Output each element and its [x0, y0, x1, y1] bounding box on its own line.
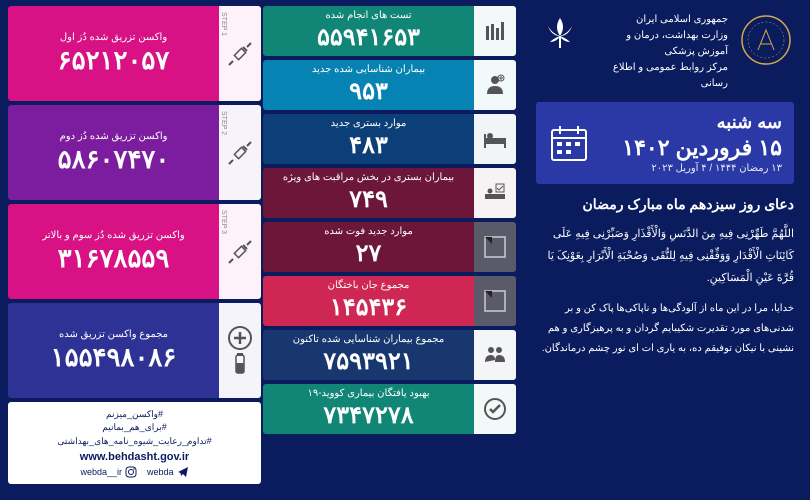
stat-box: موارد جدید فوت شده ۲۷ — [263, 222, 516, 272]
stat-value: ۵۸۶۰۷۴۷۰ — [58, 144, 170, 175]
syringe-icon — [219, 303, 261, 398]
stat-value: ۷۴۹ — [349, 185, 388, 214]
stat-value: ۶۵۲۱۲۰۵۷ — [58, 45, 170, 76]
stat-label: مجموع بیماران شناسایی شده تاکنون — [293, 334, 444, 345]
syringe-icon: STEP 1 — [219, 6, 261, 101]
death-icon — [474, 222, 516, 272]
stat-value: ۲۷ — [356, 239, 382, 268]
stat-label: موارد جدید فوت شده — [324, 226, 413, 237]
death-icon — [474, 276, 516, 326]
main-date: ۱۵ فروردین ۱۴۰۲ — [604, 135, 782, 161]
stat-value: ۷۳۴۷۲۷۸ — [323, 401, 413, 430]
footer: #واکسن_میزنم#برای_هم_بمانیم#تداوم_رعایت_… — [8, 402, 261, 484]
stat-label: موارد بستری جدید — [331, 118, 407, 129]
weekday: سه شنبه — [604, 112, 782, 133]
people-icon — [474, 330, 516, 380]
hashtags: #واکسن_میزنم#برای_هم_بمانیم#تداوم_رعایت_… — [57, 408, 211, 449]
org-line1: جمهوری اسلامی ایران — [594, 12, 728, 28]
icu-icon — [474, 168, 516, 218]
iran-emblem-icon — [536, 12, 584, 60]
syringe-icon: STEP 3 — [219, 204, 261, 299]
syringe-icon: STEP 2 — [219, 105, 261, 200]
stat-box: موارد بستری جدید ۴۸۳ — [263, 114, 516, 164]
vaccine-stat-box: STEP 2 واکسن تزریق شده دُز دوم ۵۸۶۰۷۴۷۰ — [8, 105, 261, 200]
website: www.behdasht.gov.ir — [80, 451, 189, 463]
stat-box: بیماران شناسایی شده جدید ۹۵۳ — [263, 60, 516, 110]
org-line2: وزارت بهداشت، درمان و آموزش پزشکی — [594, 28, 728, 60]
recover-icon — [474, 384, 516, 434]
prayer-arabic: اللَّهُمَّ طَهِّرْنِی فِیهِ مِنَ الدَّنَ… — [536, 223, 794, 289]
stat-value: ۱۴۵۴۳۶ — [330, 293, 407, 322]
stat-value: ۵۵۹۴۱۶۵۳ — [317, 23, 420, 52]
prayer-title: دعای روز سیزدهم ماه مبارک رمضان — [536, 196, 794, 213]
vaccine-stat-box: مجموع واکسن تزریق شده ۱۵۵۴۹۸۰۸۶ — [8, 303, 261, 398]
telegram-handle: webda — [147, 466, 189, 478]
stat-box: بهبود یافتگان بیماری کووید-۱۹ ۷۳۴۷۲۷۸ — [263, 384, 516, 434]
stat-label: واکسن تزریق شده دُز سوم و بالاتر — [42, 230, 184, 241]
person-icon — [474, 60, 516, 110]
ramadan-badge-icon — [738, 12, 794, 68]
stat-label: واکسن تزریق شده دُز دوم — [60, 131, 168, 142]
prayer-section: دعای روز سیزدهم ماه مبارک رمضان اللَّهُم… — [536, 196, 794, 488]
org-line3: مرکز روابط عمومی و اطلاع رسانی — [594, 60, 728, 92]
stat-value: ۹۵۳ — [349, 77, 388, 106]
stat-value: ۳۱۶۷۸۵۵۹ — [58, 243, 170, 274]
calendar-icon — [548, 122, 590, 164]
stat-label: مجموع جان باختگان — [328, 280, 410, 291]
stat-box: تست های انجام شده ۵۵۹۴۱۶۵۳ — [263, 6, 516, 56]
stat-label: مجموع واکسن تزریق شده — [59, 329, 168, 340]
stat-box: مجموع جان باختگان ۱۴۵۴۳۶ — [263, 276, 516, 326]
stat-label: بهبود یافتگان بیماری کووید-۱۹ — [307, 388, 429, 399]
date-box: سه شنبه ۱۵ فروردین ۱۴۰۲ ۱۳ رمضان ۱۴۴۴ / … — [536, 102, 794, 184]
stat-value: ۷۵۹۳۹۲۱ — [323, 347, 413, 376]
stat-value: ۱۵۵۴۹۸۰۸۶ — [51, 342, 177, 373]
stat-box: مجموع بیماران شناسایی شده تاکنون ۷۵۹۳۹۲۱ — [263, 330, 516, 380]
stat-label: واکسن تزریق شده دُز اول — [60, 32, 167, 43]
test-icon — [474, 6, 516, 56]
stats-middle-column: تست های انجام شده ۵۵۹۴۱۶۵۳ بیماران شناسا… — [263, 6, 516, 494]
stat-label: بیماران شناسایی شده جدید — [312, 64, 425, 75]
instagram-handle: webda__ir — [80, 466, 137, 478]
stat-label: تست های انجام شده — [325, 10, 411, 21]
sub-date: ۱۳ رمضان ۱۴۴۴ / ۴ آوریل ۲۰۲۳ — [604, 163, 782, 174]
bed-icon — [474, 114, 516, 164]
vaccine-stat-box: STEP 3 واکسن تزریق شده دُز سوم و بالاتر … — [8, 204, 261, 299]
stat-value: ۴۸۳ — [349, 131, 388, 160]
stats-left-column: STEP 1 واکسن تزریق شده دُز اول ۶۵۲۱۲۰۵۷ … — [8, 6, 261, 494]
header: جمهوری اسلامی ایران وزارت بهداشت، درمان … — [536, 12, 794, 92]
stat-label: بیماران بستری در بخش مراقبت های ویژه — [283, 172, 454, 183]
stat-box: بیماران بستری در بخش مراقبت های ویژه ۷۴۹ — [263, 168, 516, 218]
vaccine-stat-box: STEP 1 واکسن تزریق شده دُز اول ۶۵۲۱۲۰۵۷ — [8, 6, 261, 101]
prayer-persian: خدایا، مرا در این ماه از آلودگی‌ها و ناپ… — [536, 299, 794, 359]
